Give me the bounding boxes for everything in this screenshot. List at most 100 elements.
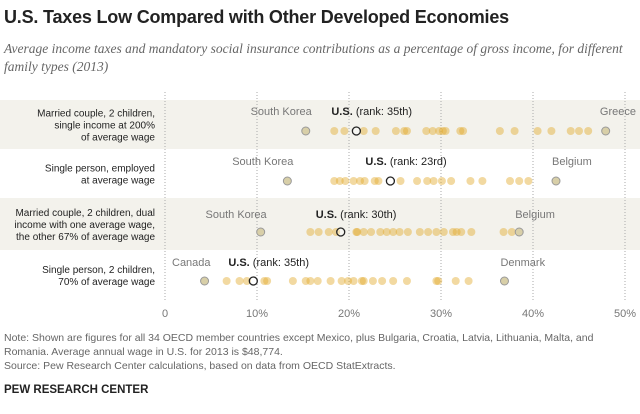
country-dot: [396, 177, 405, 185]
country-dot: [389, 228, 398, 236]
country-dot: [263, 277, 272, 285]
max-country-label: Belgium: [515, 209, 555, 221]
country-dot: [402, 127, 411, 135]
us-label: U.S. (rank: 23rd): [365, 156, 446, 168]
us-dot: [336, 227, 346, 237]
country-dot: [400, 127, 409, 135]
country-dot: [575, 127, 583, 135]
us-label: U.S. (rank: 35th): [228, 257, 309, 269]
country-dot: [242, 277, 251, 285]
max-country-dot: [514, 227, 524, 237]
country-dot: [337, 277, 346, 285]
row-label-line: 70% of average wage: [58, 277, 155, 288]
country-dot: [459, 127, 468, 135]
max-country-dot: [551, 176, 561, 186]
country-dot: [547, 127, 556, 135]
min-country-dot: [282, 176, 292, 186]
min-country-dot: [200, 276, 210, 286]
min-country-dot: [256, 227, 266, 237]
country-dot: [359, 127, 368, 135]
x-tick-label: 20%: [338, 308, 360, 320]
country-dot: [324, 228, 333, 236]
country-dot: [464, 277, 473, 285]
country-dot: [374, 177, 383, 185]
row-label-line: of average wage: [81, 133, 155, 144]
country-dot: [403, 228, 412, 236]
country-dot: [441, 127, 450, 135]
us-dot: [351, 126, 362, 136]
max-country-label: Belgium: [552, 156, 592, 168]
us-label: U.S. (rank: 30th): [316, 209, 397, 221]
country-dot: [359, 228, 368, 236]
country-dot: [451, 277, 460, 285]
country-dot: [415, 228, 424, 236]
country-dot: [353, 228, 362, 236]
country-dot: [235, 277, 244, 285]
country-dot: [438, 127, 447, 135]
country-dot: [435, 127, 444, 135]
country-dot: [376, 228, 385, 236]
country-dot: [432, 228, 441, 236]
x-tick-label: 0: [162, 308, 168, 320]
row-label-line: income with one average wage,: [14, 220, 155, 231]
x-tick-label: 40%: [522, 308, 544, 320]
row-label-line: single income at 200%: [54, 121, 155, 132]
country-dot: [395, 228, 404, 236]
dot-plot: 0 10% 20% 30% 40% 50% Married couple, 2 childr…: [0, 92, 640, 320]
country-dot: [428, 127, 437, 135]
country-dot: [447, 177, 456, 185]
max-country-dot: [601, 126, 611, 136]
min-country-label: South Korea: [251, 106, 313, 118]
row-label: Single person, employed at average wage: [45, 164, 156, 187]
country-dot: [584, 127, 593, 135]
country-dot: [515, 177, 524, 185]
country-dot: [506, 177, 514, 185]
country-dot: [330, 177, 339, 185]
country-dot: [437, 177, 446, 185]
country-dot: [340, 127, 349, 135]
country-dot: [422, 127, 431, 135]
country-dot: [495, 127, 504, 135]
country-dot: [478, 177, 487, 185]
country-dot: [423, 177, 432, 185]
country-dot: [457, 228, 466, 236]
us-rank: (rank: 30th): [337, 209, 396, 221]
min-country-label: South Korea: [206, 209, 268, 221]
country-dot: [378, 277, 387, 285]
country-dot: [467, 228, 476, 236]
country-dot: [432, 277, 441, 285]
country-dot: [359, 277, 368, 285]
country-dot: [507, 228, 516, 236]
country-dot: [424, 228, 433, 236]
us-name: U.S.: [331, 106, 352, 118]
us-rank: (rank: 35th): [353, 106, 412, 118]
x-tick-label: 10%: [246, 308, 268, 320]
us-label: U.S. (rank: 35th): [331, 106, 412, 118]
country-dot: [306, 228, 315, 236]
country-dot: [448, 228, 457, 236]
country-dot: [533, 127, 542, 135]
row-label: Single person, 2 children, 70% of average…: [42, 265, 155, 288]
row-label-line: at average wage: [81, 176, 155, 187]
min-country-label: Canada: [172, 257, 211, 269]
country-dot: [344, 277, 353, 285]
country-dot: [370, 177, 379, 185]
country-dot: [368, 277, 377, 285]
row-label: Married couple, 2 children, single income…: [37, 109, 155, 144]
country-dot: [429, 177, 438, 185]
brand-logo: PEW RESEARCH CENTER: [4, 384, 149, 396]
us-dot: [248, 276, 258, 286]
row-label-line: Married couple, 2 children, dual: [15, 208, 155, 219]
country-dot: [326, 277, 335, 285]
country-dot: [222, 277, 231, 285]
country-dot: [371, 127, 380, 135]
min-country-dot: [301, 126, 311, 136]
country-dot: [330, 127, 339, 135]
country-dot: [349, 277, 358, 285]
max-country-dot: [499, 276, 509, 286]
row-label-line: the other 67% of average wage: [16, 232, 155, 243]
country-dot: [335, 177, 344, 185]
us-name: U.S.: [365, 156, 386, 168]
country-dot: [314, 228, 323, 236]
country-dot: [367, 228, 376, 236]
